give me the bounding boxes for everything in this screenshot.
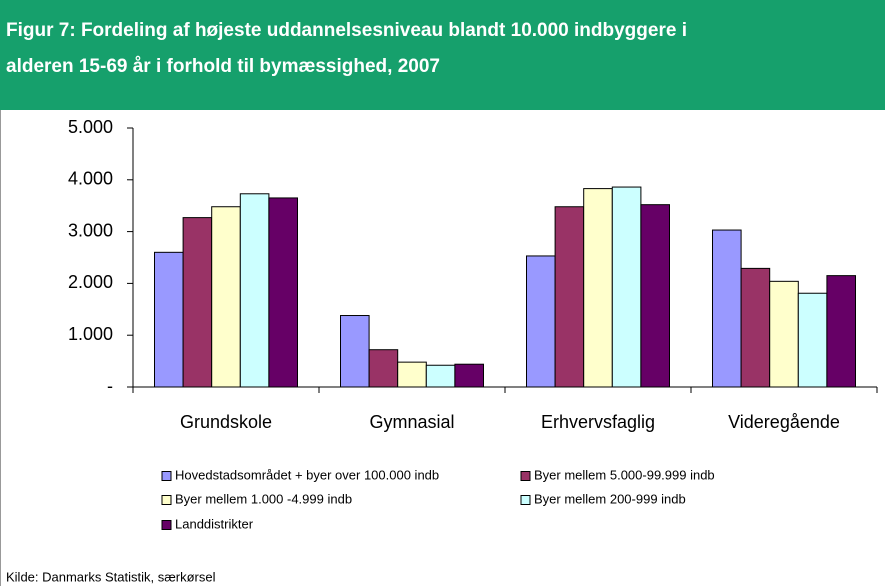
bar	[268, 197, 298, 388]
legend-swatch	[161, 495, 172, 505]
y-tick-label: 4.000	[68, 169, 113, 189]
bar	[368, 349, 399, 388]
source-note: Kilde: Danmarks Statistik, særkørsel	[6, 569, 216, 584]
bar	[182, 217, 213, 388]
legend-label: Byer mellem 1.000 -4.999 indb	[175, 491, 352, 506]
bar	[526, 255, 556, 388]
chart-title: Figur 7: Fordeling af højeste uddannelse…	[6, 20, 687, 41]
x-tick-label: Gymnasial	[369, 412, 454, 432]
bar	[583, 188, 613, 388]
bar	[797, 292, 828, 388]
legend-swatch	[161, 520, 172, 530]
bar	[239, 193, 270, 388]
y-tick-label: -	[107, 376, 113, 396]
legend-label: Byer mellem 200-999 indb	[534, 491, 686, 506]
x-tick-label: Grundskole	[180, 412, 272, 432]
bar	[712, 229, 742, 388]
bar	[554, 206, 585, 388]
title-bar	[0, 0, 885, 110]
bar	[640, 204, 671, 388]
bar	[769, 280, 799, 388]
x-tick-label: Erhvervsfaglig	[541, 412, 655, 432]
legend-label: Byer mellem 5.000-99.999 indb	[534, 467, 715, 482]
bar	[425, 364, 456, 388]
x-tick-label: Videregående	[728, 412, 840, 432]
y-tick-label: 5.000	[68, 117, 113, 137]
bar	[397, 361, 427, 388]
bar	[454, 363, 484, 388]
chart-title: alderen 15-69 år i forhold til bymæssigh…	[6, 56, 440, 77]
bar	[340, 315, 370, 388]
y-tick-label: 3.000	[68, 220, 113, 240]
bar	[154, 251, 184, 388]
bar	[611, 186, 642, 388]
legend-label: Hovedstadsområdet + byer over 100.000 in…	[175, 467, 439, 482]
y-tick-label: 2.000	[68, 272, 113, 292]
y-tick-label: 1.000	[68, 324, 113, 344]
bar	[740, 267, 771, 388]
bar	[826, 275, 857, 388]
legend-label: Landdistrikter	[175, 516, 254, 531]
legend-swatch	[520, 495, 531, 505]
legend-swatch	[161, 471, 172, 481]
bar	[211, 206, 241, 388]
legend-swatch	[520, 471, 531, 481]
